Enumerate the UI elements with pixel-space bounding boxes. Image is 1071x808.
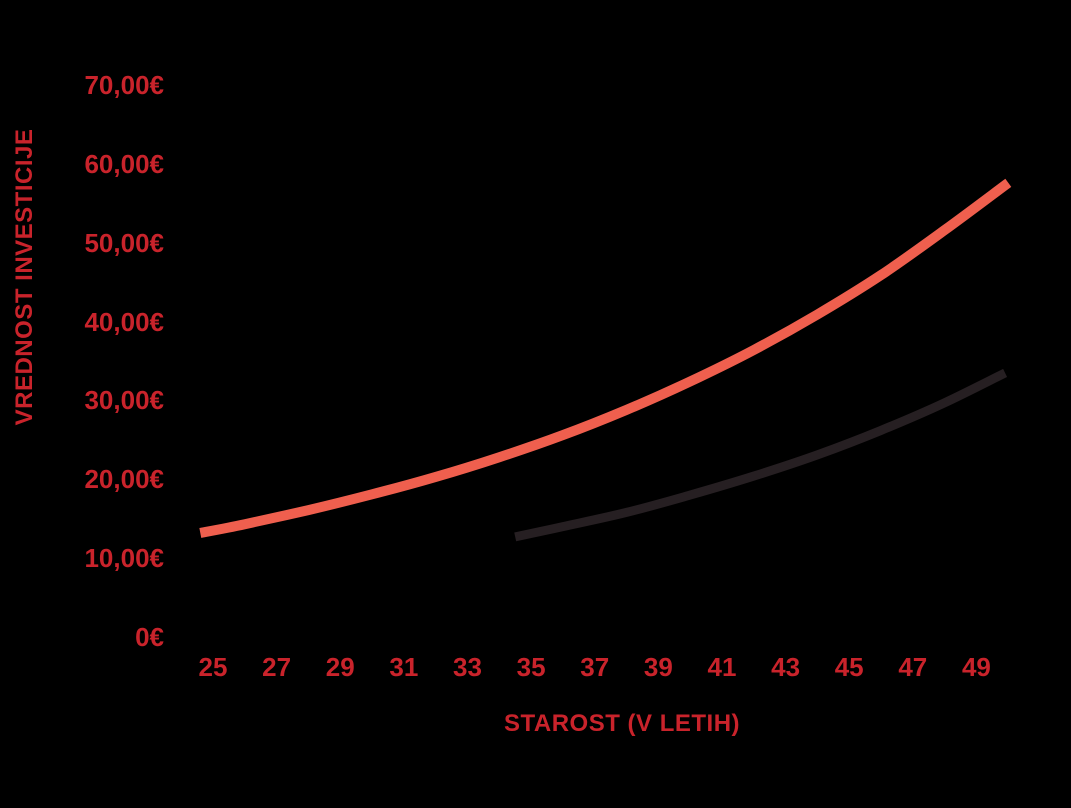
x-tick-label: 49 <box>961 652 991 682</box>
y-tick-label: 20,00€ <box>84 464 164 495</box>
x-axis-title: STAROST (V LETIH) <box>503 710 741 737</box>
x-tick-label: 47 <box>898 652 928 682</box>
x-tick-label: 45 <box>834 652 864 682</box>
x-tick-label: 27 <box>262 652 292 682</box>
red-curve <box>199 178 1012 538</box>
x-tick-label: 39 <box>643 652 673 682</box>
y-tick-label: 40,00€ <box>84 306 164 337</box>
x-tick-label: 35 <box>516 652 546 682</box>
x-tick-label: 31 <box>389 652 419 682</box>
x-tick-label: 43 <box>771 652 801 682</box>
x-tick-label: 25 <box>198 652 228 682</box>
y-axis-title: VREDNOST INVESTICIJE <box>11 128 38 426</box>
y-tick-label: 70,00€ <box>84 70 164 101</box>
y-tick-label: 50,00€ <box>84 227 164 258</box>
y-tick-label: 0€ <box>135 622 164 652</box>
x-tick-label: 37 <box>580 652 610 682</box>
x-tick-label: 33 <box>453 652 482 682</box>
x-tick-label: 29 <box>325 652 355 682</box>
x-tick-label: 41 <box>707 652 737 682</box>
black-curve <box>514 368 1008 542</box>
y-tick-label: 10,00€ <box>84 543 164 574</box>
y-tick-label: 30,00€ <box>84 385 164 416</box>
y-tick-label: 60,00€ <box>84 148 164 179</box>
